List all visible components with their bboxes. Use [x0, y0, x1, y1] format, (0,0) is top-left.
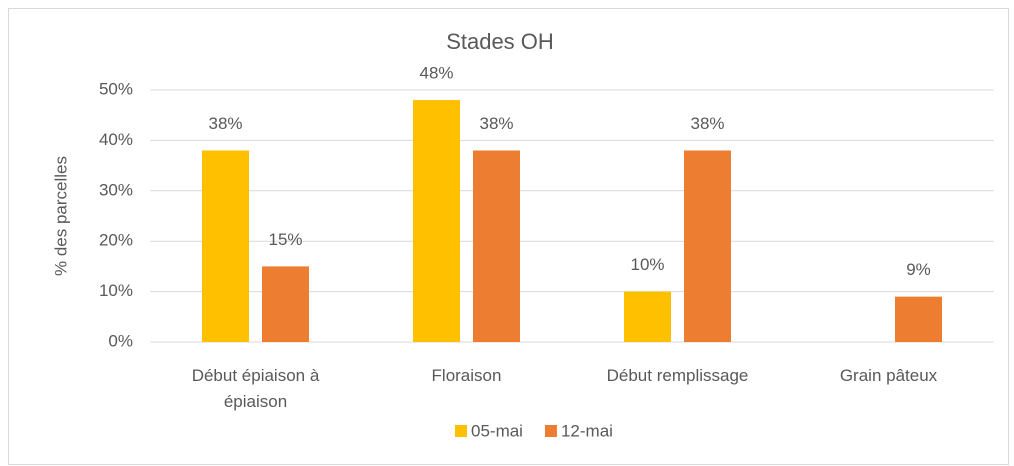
legend-label: 12-mai [561, 421, 613, 440]
y-axis-label: % des parcelles [51, 156, 70, 276]
data-label: 15% [268, 230, 302, 249]
y-tick-label: 30% [99, 180, 133, 199]
y-tick-label: 50% [99, 79, 133, 98]
bar [895, 296, 942, 342]
legend-swatch [455, 425, 467, 437]
legend-label: 05-mai [471, 421, 523, 440]
bar [413, 100, 460, 342]
data-label: 10% [630, 255, 664, 274]
y-tick-label: 10% [99, 281, 133, 300]
chart-title: Stades OH [446, 29, 554, 54]
y-tick-label: 40% [99, 130, 133, 149]
bar [202, 150, 249, 342]
bar [684, 150, 731, 342]
data-label: 48% [419, 64, 453, 83]
x-tick-label: Début remplissage [606, 366, 749, 385]
data-label: 38% [479, 114, 513, 133]
data-label: 38% [208, 114, 242, 133]
data-label: 38% [690, 114, 724, 133]
y-tick-label: 0% [108, 331, 133, 350]
bar [473, 150, 520, 342]
y-tick-label: 20% [99, 231, 133, 250]
bar [262, 266, 309, 342]
legend-swatch [544, 425, 557, 437]
x-tick-label: Début épiaison à épiaison [191, 366, 320, 411]
x-tick-label: Grain pâteux [839, 366, 938, 385]
x-tick-label: Floraison [431, 366, 502, 385]
data-label: 9% [906, 260, 931, 279]
bar [624, 291, 671, 342]
